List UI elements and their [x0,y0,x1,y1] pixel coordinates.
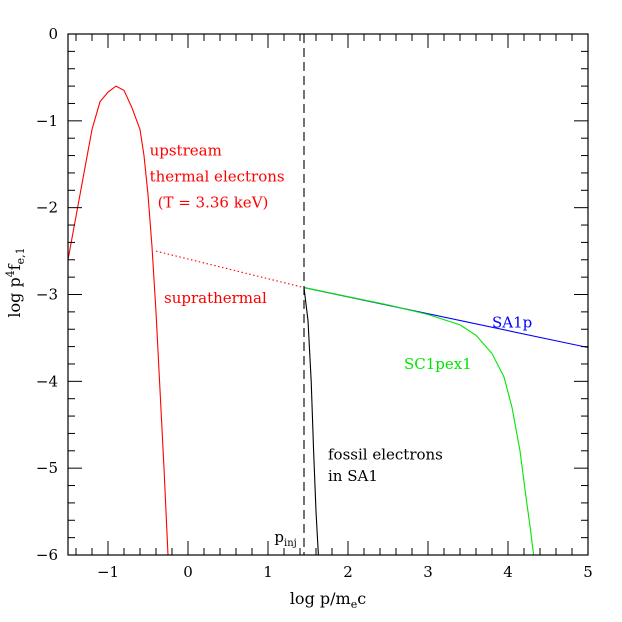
annotation-temperature: (T = 3.36 keV) [158,194,269,212]
data-curves [68,34,588,555]
y-tick-label: −2 [36,199,58,217]
y-tick-label: −4 [36,372,58,390]
annotation-sc1pex1: SC1pex1 [404,355,472,373]
annotation-in-sa1: in SA1 [328,467,378,485]
plot-frame [67,33,589,556]
x-tick-label: 5 [583,563,593,581]
y-tick-label: −5 [36,459,58,477]
annotation-suprathermal: suprathermal [164,289,267,307]
y-axis-title: log p4fe,1 [4,247,27,317]
p-inj-label: pinj [274,528,296,549]
series-thermal-line [68,85,169,555]
annotation-fossil-electrons: fossil electrons [328,445,443,463]
y-tick-label: −1 [36,112,58,130]
annotation-upstream: upstream [150,142,222,160]
y-tick-label: −3 [36,286,58,304]
x-axis-title: log p/mec [290,589,366,611]
series-suprathermal-line [155,250,305,289]
series-sc1pex1-line [303,287,535,555]
x-tick-label: 3 [423,563,433,581]
y-tick-label: −6 [36,546,58,564]
annotation-sa1p: SA1p [492,313,532,331]
y-tick-label: 0 [48,25,58,43]
axis-ticks [68,33,589,556]
labels: −1 0 1 2 3 4 5 0 −1 −2 −3 −4 −5 −6 log p/mec log p4fe,1… [4,25,593,611]
x-tick-label: 0 [183,563,193,581]
series-fossil-line [303,287,319,555]
x-tick-label: −1 [97,563,119,581]
x-tick-label: 4 [503,563,513,581]
x-tick-label: 1 [263,563,273,581]
x-tick-label: 2 [343,563,353,581]
annotation-thermal-electrons: thermal electrons [150,168,285,186]
